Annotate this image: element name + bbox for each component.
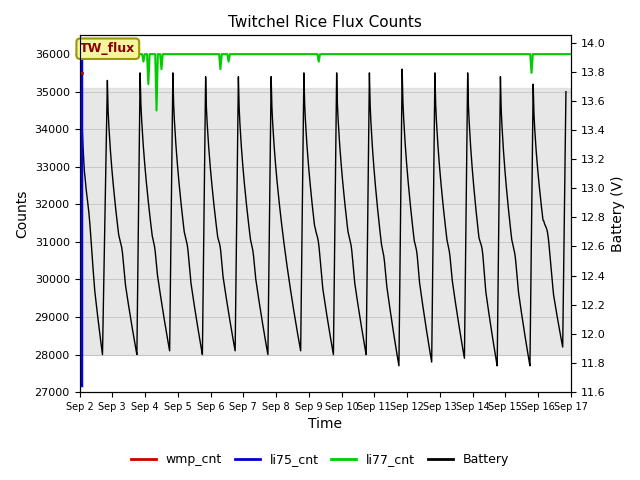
X-axis label: Time: Time bbox=[308, 418, 342, 432]
Title: Twitchel Rice Flux Counts: Twitchel Rice Flux Counts bbox=[228, 15, 422, 30]
Bar bbox=[79, 88, 571, 355]
Y-axis label: Battery (V): Battery (V) bbox=[611, 176, 625, 252]
Text: TW_flux: TW_flux bbox=[80, 42, 136, 55]
Y-axis label: Counts: Counts bbox=[15, 190, 29, 238]
Legend: wmp_cnt, li75_cnt, li77_cnt, Battery: wmp_cnt, li75_cnt, li77_cnt, Battery bbox=[126, 448, 514, 471]
